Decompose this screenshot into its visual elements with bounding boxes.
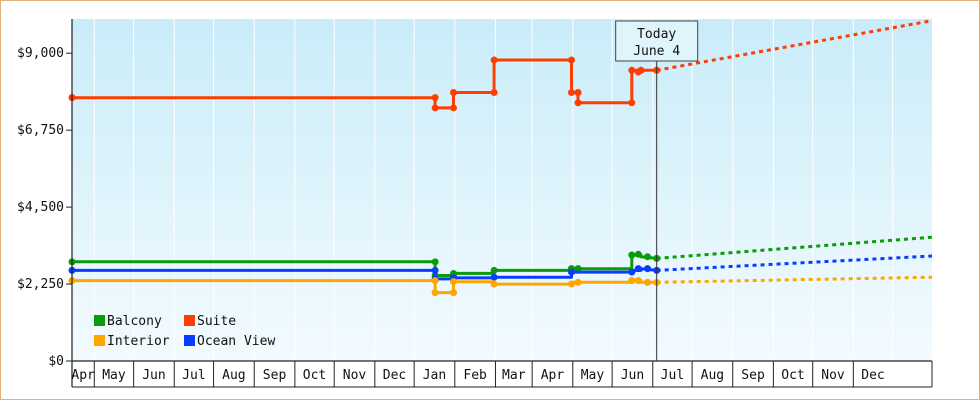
month-label-jun: Jun [142,368,165,383]
data-point-interior [644,278,652,286]
data-point-suite [628,99,636,107]
today-date: June 4 [633,44,680,59]
month-label-apr: Apr [541,368,565,383]
today-marker: Today June 4 [615,20,699,361]
today-label: Today [637,27,676,42]
today-callout-box [615,20,699,62]
y-tick-label: $4,500 [17,200,64,215]
data-point-suite [567,56,575,64]
forecast-line-ocean-view [656,254,933,272]
data-point-balcony [644,253,652,261]
data-point-ocean-view [644,265,652,273]
legend-swatch-suite [184,315,195,326]
month-label-mar: Mar [502,368,526,383]
legend-label-interior: Interior [107,334,170,349]
month-label-dec: Dec [861,368,884,383]
data-point-interior [431,277,439,285]
forecast-line-suite [656,19,933,72]
data-point-suite [628,66,636,74]
forecast-layer [656,19,933,284]
data-point-interior [567,280,575,288]
legend-swatch-interior [94,335,105,346]
legend-label-suite: Suite [197,314,236,329]
legend-label-ocean-view: Ocean View [197,334,275,349]
data-point-suite [449,104,457,112]
legend-swatch-ocean-view [184,335,195,346]
month-label-may: May [581,368,605,383]
data-point-ocean-view [431,266,439,274]
month-label-sep: Sep [741,368,765,383]
legend-swatch-balcony [94,315,105,326]
data-point-suite [574,99,582,107]
data-point-interior [574,278,582,286]
y-tick-label: $6,750 [17,123,64,138]
month-label-dec: Dec [383,368,406,383]
forecast-line-interior [656,275,933,284]
data-point-interior [449,289,457,297]
axes-layer: $0 $2,250 $4,500 $6,750 $9,000 Apr May Jun Jul Au… [17,19,933,388]
month-label-aug: Aug [222,368,245,383]
data-point-suite [431,94,439,102]
data-point-suite [490,56,498,64]
month-label-feb: Feb [463,368,487,383]
plot-background [72,19,932,361]
y-tick-label: $0 [48,354,64,369]
month-label-aug: Aug [701,368,724,383]
data-point-suite [449,89,457,97]
data-point-interior [449,278,457,286]
data-point-interior [628,277,636,285]
data-point-balcony [574,265,582,273]
data-point-suite [637,66,645,74]
month-label-may: May [102,368,126,383]
data-point-suite [567,89,575,97]
data-point-ocean-view [634,265,642,273]
data-point-suite [431,104,439,112]
month-label-oct: Oct [303,368,326,383]
series-suite [68,56,661,112]
data-point-balcony [634,250,642,258]
y-tick-label: $2,250 [17,277,64,292]
data-point-balcony [628,251,636,259]
y-tick-label: $9,000 [17,46,64,61]
data-point-interior [634,277,642,285]
month-label-jul: Jul [182,368,205,383]
month-label-nov: Nov [821,368,845,383]
series-layer [68,56,661,297]
month-label-nov: Nov [343,368,367,383]
month-label-oct: Oct [781,368,804,383]
data-point-suite [574,89,582,97]
data-point-interior [431,289,439,297]
data-point-balcony [431,258,439,266]
data-point-ocean-view [628,268,636,276]
month-label-apr: Apr [71,368,95,383]
data-point-ocean-view [567,268,575,276]
month-label-jun: Jun [621,368,644,383]
month-label-sep: Sep [263,368,287,383]
data-point-suite [490,89,498,97]
data-point-interior [490,280,498,288]
data-point-ocean-view [490,273,498,281]
data-point-balcony [490,266,498,274]
series-interior [68,277,661,297]
month-label-jul: Jul [661,368,684,383]
month-label-jan: Jan [423,368,446,383]
legend-label-balcony: Balcony [107,314,162,329]
legend: Balcony Suite Interior Ocean View [94,314,275,349]
forecast-line-balcony [656,235,933,260]
